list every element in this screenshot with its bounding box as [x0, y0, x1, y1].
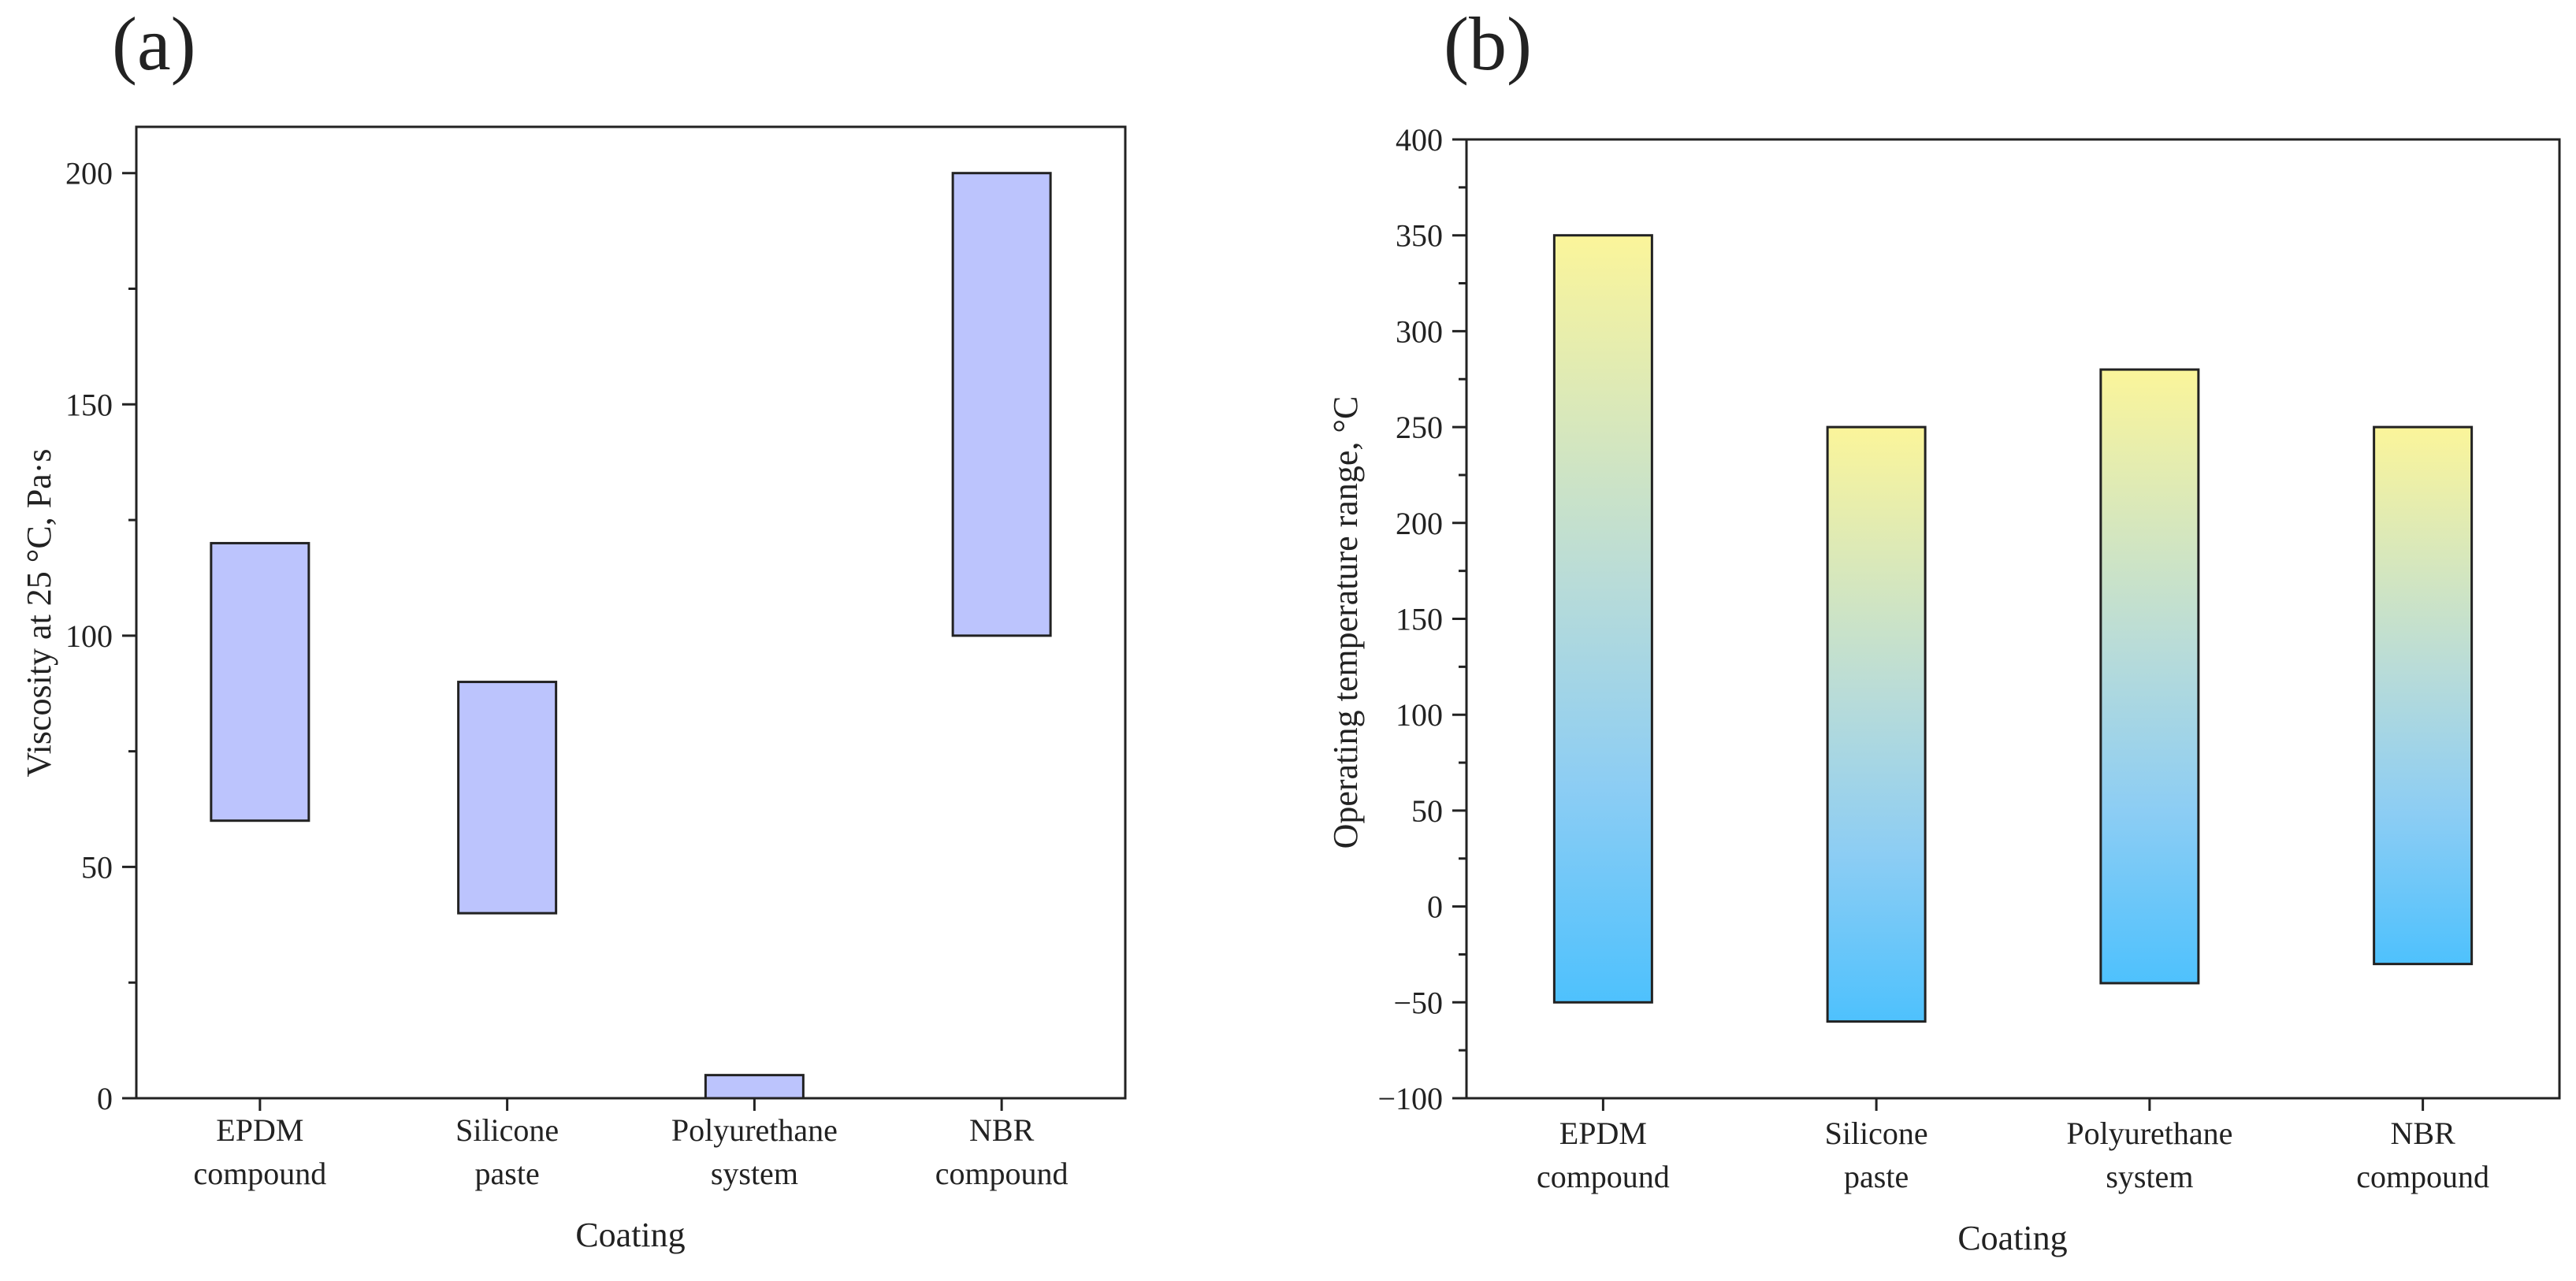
x-tick-label: compound: [193, 1156, 326, 1191]
plot-frame-a: [135, 125, 1127, 1100]
x-tick-label: Silicone: [455, 1112, 559, 1148]
x-tick-labels-a: EPDM compound Silicone paste Polyurethane sys…: [193, 1112, 1068, 1191]
y-tick-label: 100: [1396, 697, 1443, 733]
bars-a: [210, 172, 1052, 1100]
x-tick-label: paste: [1844, 1159, 1909, 1194]
y-tick-label: 0: [97, 1081, 113, 1116]
y-tick-label: 0: [1427, 889, 1443, 925]
x-tick-label: Polyurethane: [2066, 1116, 2232, 1151]
range-bar: [1826, 425, 1927, 1023]
y-axis-title-a: Viscosity at 25 °C, Pa·s: [20, 448, 58, 777]
panel-label-b: (b): [1444, 2, 1532, 86]
y-tick-label: 350: [1396, 218, 1443, 254]
y-tick-label: 250: [1396, 410, 1443, 445]
range-bar: [210, 541, 310, 822]
chart-panel-b: (b) −100 −50 0 50 100 150 200 250 300 350 400 EPDM…: [1326, 2, 2561, 1257]
y-tick-label: 300: [1396, 314, 1443, 349]
y-tick-label: 200: [1396, 506, 1443, 541]
x-tick-label: system: [711, 1156, 798, 1191]
x-tick-label: compound: [935, 1156, 1069, 1191]
panel-label-a: (a): [112, 2, 196, 86]
x-tick-labels-b: EPDM compound Silicone paste Polyurethane sys…: [1537, 1116, 2489, 1194]
y-tick-label: 150: [65, 387, 113, 422]
y-axis-title-b: Operating temperature range, °C: [1326, 396, 1365, 849]
range-bar: [457, 681, 558, 915]
x-tick-label: Polyurethane: [671, 1112, 838, 1148]
y-tick-label: −100: [1377, 1081, 1443, 1116]
y-tick-label: −50: [1393, 985, 1443, 1020]
y-tick-label: 50: [81, 849, 113, 885]
range-bar: [2099, 368, 2200, 985]
y-axis-ticks-b: −100 −50 0 50 100 150 200 250 300 350 400: [1377, 122, 2425, 1116]
y-tick-label: 400: [1396, 122, 1443, 158]
x-tick-label: system: [2106, 1159, 2193, 1194]
x-axis-title-a: Coating: [575, 1216, 685, 1254]
x-tick-label: compound: [1537, 1159, 1670, 1194]
range-bar: [951, 172, 1052, 637]
x-tick-label: NBR: [2391, 1116, 2456, 1151]
y-tick-label: 50: [1411, 793, 1443, 829]
x-tick-label: NBR: [969, 1112, 1035, 1148]
range-bar: [2373, 425, 2474, 966]
x-tick-label: compound: [2356, 1159, 2489, 1194]
y-axis-ticks-a: 0 50 100 150 200: [65, 156, 1003, 1116]
y-tick-label: 150: [1396, 602, 1443, 637]
y-tick-label: 200: [65, 156, 113, 191]
x-tick-label: paste: [475, 1156, 540, 1191]
x-axis-title-b: Coating: [1957, 1219, 2067, 1257]
x-tick-label: Silicone: [1825, 1116, 1928, 1151]
range-bar: [704, 1074, 805, 1100]
y-tick-label: 100: [65, 618, 113, 654]
range-bar: [1552, 234, 1653, 1004]
chart-panel-a: (a) 0 50 100 150 200 EPDM compound Silicone pas…: [20, 2, 1127, 1254]
bars-b: [1552, 234, 2474, 1023]
x-tick-label: EPDM: [1559, 1116, 1647, 1151]
x-tick-label: EPDM: [216, 1112, 303, 1148]
